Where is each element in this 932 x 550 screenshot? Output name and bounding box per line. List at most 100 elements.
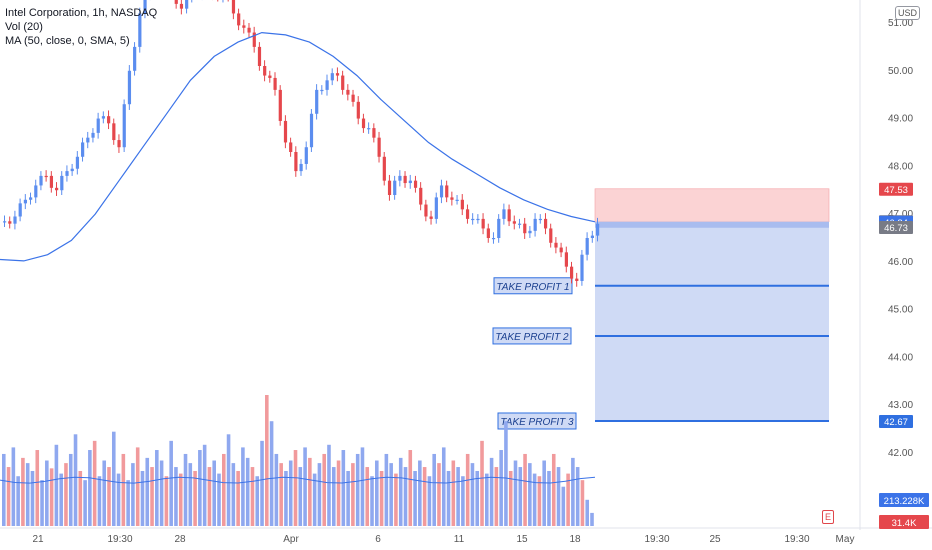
take-profit-label: TAKE PROFIT 3 [500, 417, 574, 428]
candle-body [450, 197, 454, 200]
volume-bar [16, 476, 20, 526]
x-tick-label: 19:30 [644, 534, 669, 545]
y-tick-label: 43.00 [888, 400, 913, 411]
volume-bar [126, 480, 130, 526]
y-tick-label: 44.00 [888, 352, 913, 363]
volume-bar [107, 467, 111, 526]
chart-legend: Intel Corporation, 1h, NASDAQ Vol (20) M… [5, 6, 157, 48]
candle-body [543, 218, 548, 229]
x-tick-label: 19:30 [107, 534, 132, 545]
volume-bar [49, 468, 54, 526]
volume-bar [236, 470, 240, 526]
volume-bar [508, 470, 513, 526]
stop-loss-zone[interactable] [594, 188, 830, 223]
earnings-icon[interactable]: E [822, 510, 834, 524]
y-tick-label: 49.00 [888, 114, 913, 125]
volume-bar [25, 463, 30, 526]
x-tick-label: 25 [709, 534, 721, 545]
candle-body [403, 175, 407, 184]
x-tick-label: Apr [283, 534, 299, 545]
volume-bar [456, 467, 460, 526]
candle-body [465, 209, 470, 219]
volume-bar [470, 463, 475, 526]
y-tick-label: 51.00 [888, 18, 913, 29]
candle-body [538, 218, 542, 221]
candle-body [112, 123, 116, 141]
volume-badge [879, 515, 929, 529]
candle-body [575, 278, 579, 281]
volume-bar [427, 476, 432, 526]
candle-body [101, 116, 106, 119]
currency-badge[interactable]: USD [895, 6, 921, 20]
volume-bar [480, 440, 484, 526]
candle-body [497, 218, 501, 238]
volume-bar [212, 460, 217, 526]
y-tick-label: 42.00 [888, 448, 913, 459]
volume-bar [183, 453, 188, 526]
volume-bar [317, 463, 322, 526]
volume-bar [30, 470, 35, 526]
x-tick-label: 11 [454, 534, 465, 545]
x-tick-label: 19:30 [784, 534, 809, 545]
volume-bar [45, 460, 49, 526]
candle-body [60, 175, 64, 191]
volume-bar [260, 440, 264, 526]
volume-bar [35, 450, 40, 526]
volume-bar [403, 467, 408, 526]
volume-bar [537, 476, 542, 526]
candle-body [283, 120, 288, 143]
candle-body [304, 147, 308, 164]
volume-bar [547, 470, 551, 526]
candle-body [13, 216, 17, 224]
volume-bar [97, 476, 102, 526]
candle-body [590, 235, 594, 238]
candle-body [455, 199, 459, 201]
volume-bar [221, 453, 226, 526]
entry-band [595, 221, 829, 228]
candle-body [273, 77, 277, 90]
volume-bar [556, 467, 561, 526]
volume-bar [131, 463, 135, 526]
candle-body [320, 89, 324, 92]
volume-bar [145, 457, 150, 526]
volume-bar [269, 421, 274, 526]
volume-bar [59, 473, 63, 526]
take-profit-label-box [497, 412, 577, 430]
candle-body [315, 89, 319, 114]
y-tick-label: 50.00 [888, 66, 913, 77]
candle-body [29, 197, 33, 200]
candle-body [351, 94, 355, 102]
volume-bar [245, 457, 250, 526]
candle-body [387, 180, 392, 195]
volume-bar [83, 480, 87, 526]
candle-body [341, 75, 345, 90]
volume-bar [265, 395, 269, 526]
volume-bar [111, 431, 116, 526]
x-tick-label: May [836, 534, 855, 545]
volume-bar [327, 444, 331, 526]
volume-bar [331, 467, 336, 526]
volume-bar [394, 473, 398, 526]
volume-bar [202, 444, 207, 526]
take-profit-label: TAKE PROFIT 1 [496, 282, 569, 293]
volume-bar [551, 453, 556, 526]
volume-bar [73, 434, 78, 526]
volume-bar [532, 473, 537, 526]
candle-body [564, 252, 568, 267]
ma-indicator-label: MA (50, close, 0, SMA, 5) [5, 35, 130, 47]
volume-bar [413, 470, 417, 526]
candle-body [408, 180, 412, 184]
volume-bar [580, 480, 585, 526]
volume-bar [116, 473, 121, 526]
take-profit-zone[interactable] [595, 221, 829, 421]
candle-body [434, 197, 438, 219]
volume-bar [178, 473, 183, 526]
take-profit-label-box [493, 277, 573, 295]
candle-body [75, 156, 80, 169]
volume-indicator-label: Vol (20) [5, 21, 43, 33]
volume-bar [217, 473, 221, 526]
price-badge-label: 47.53 [884, 185, 908, 196]
candle-body [325, 80, 329, 90]
volume-bar [542, 460, 546, 526]
